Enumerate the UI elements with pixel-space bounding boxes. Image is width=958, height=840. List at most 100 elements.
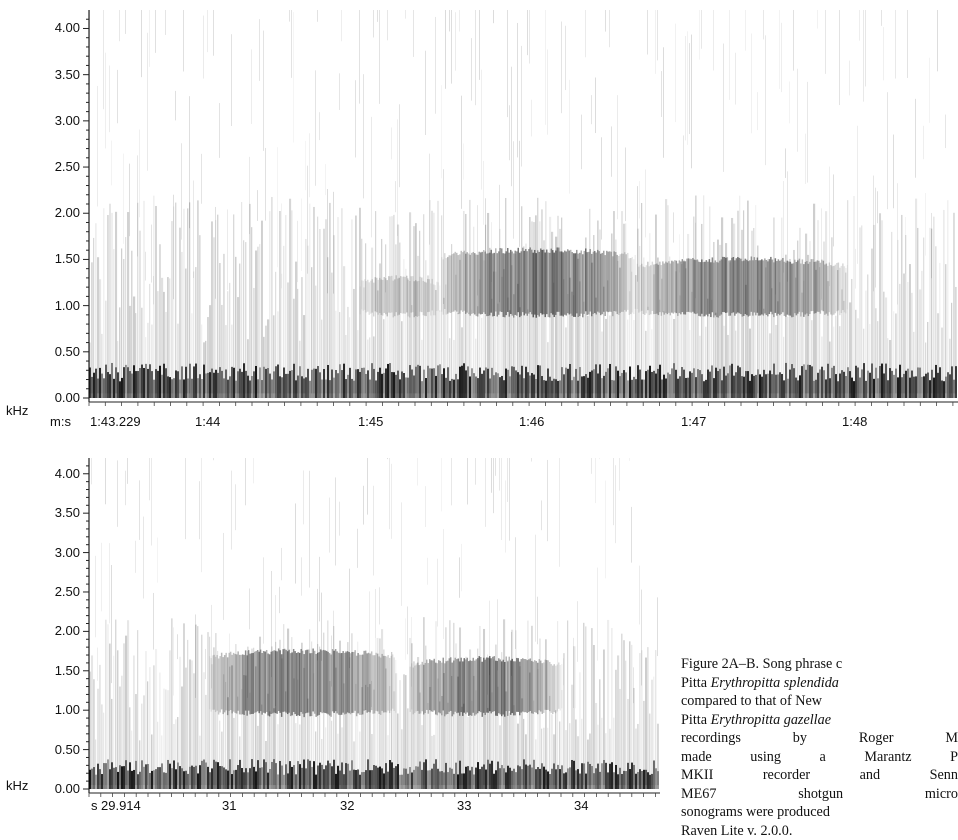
low-frequency-band bbox=[359, 775, 361, 789]
noise-streak bbox=[511, 67, 512, 186]
song-note bbox=[423, 665, 425, 715]
low-frequency-band bbox=[743, 377, 745, 398]
noise-streak bbox=[213, 10, 214, 56]
song-note bbox=[339, 653, 341, 715]
song-note bbox=[270, 652, 272, 714]
noise-streak bbox=[119, 10, 120, 41]
caption-line: Raven Lite v. 2.0.0. bbox=[681, 822, 958, 840]
song-note bbox=[824, 264, 826, 314]
song-note bbox=[341, 653, 343, 715]
noise-streak bbox=[509, 105, 510, 160]
low-frequency-band bbox=[135, 371, 137, 398]
noise-streak bbox=[493, 458, 494, 513]
noise-streak bbox=[131, 251, 133, 394]
song-note bbox=[356, 656, 358, 717]
song-note bbox=[844, 266, 846, 312]
low-frequency-band bbox=[135, 761, 137, 789]
song-note bbox=[576, 250, 578, 313]
song-note bbox=[390, 276, 392, 313]
noise-streak bbox=[849, 61, 850, 96]
low-frequency-band bbox=[355, 369, 357, 398]
low-frequency-band bbox=[691, 373, 693, 398]
song-note bbox=[429, 659, 431, 710]
song-note bbox=[383, 656, 385, 713]
noise-streak bbox=[285, 215, 286, 393]
song-note bbox=[766, 260, 768, 315]
low-frequency-band bbox=[107, 759, 109, 789]
low-frequency-band bbox=[875, 368, 877, 398]
low-frequency-band bbox=[267, 773, 269, 789]
song-note bbox=[293, 649, 295, 712]
low-frequency-band bbox=[213, 373, 215, 398]
song-note bbox=[446, 661, 448, 714]
low-frequency-band bbox=[161, 763, 163, 789]
low-frequency-band bbox=[417, 767, 419, 789]
low-frequency-band bbox=[429, 770, 431, 789]
song-note bbox=[453, 660, 455, 714]
song-note bbox=[288, 650, 290, 713]
noise-streak bbox=[657, 10, 658, 60]
noise-streak bbox=[475, 458, 476, 485]
song-note bbox=[420, 664, 422, 713]
low-frequency-band bbox=[143, 767, 145, 789]
song-note bbox=[495, 661, 497, 716]
noise-streak bbox=[115, 212, 117, 394]
noise-streak bbox=[325, 219, 327, 393]
low-frequency-band bbox=[501, 765, 503, 789]
noise-streak bbox=[153, 665, 155, 785]
noise-streak bbox=[599, 679, 600, 785]
low-frequency-band bbox=[131, 374, 133, 398]
song-note bbox=[530, 247, 532, 312]
song-note bbox=[222, 657, 224, 714]
song-note bbox=[519, 253, 521, 317]
noise-streak bbox=[117, 650, 118, 785]
low-frequency-band bbox=[341, 762, 343, 789]
noise-streak bbox=[897, 183, 898, 304]
low-frequency-band bbox=[461, 773, 463, 789]
noise-streak bbox=[673, 212, 674, 242]
figure-caption: Figure 2A–B. Song phrase c Pitta Erythro… bbox=[681, 655, 958, 840]
low-frequency-band bbox=[779, 372, 781, 398]
low-frequency-band bbox=[115, 367, 117, 398]
noise-streak bbox=[235, 257, 236, 394]
low-frequency-band bbox=[223, 767, 225, 789]
noise-streak bbox=[629, 458, 630, 461]
song-note bbox=[509, 657, 511, 711]
low-frequency-band bbox=[225, 369, 227, 398]
low-frequency-band bbox=[275, 366, 277, 398]
song-note bbox=[430, 283, 432, 315]
song-note bbox=[773, 262, 775, 317]
noise-streak bbox=[151, 458, 152, 546]
song-note bbox=[284, 649, 286, 712]
low-frequency-band bbox=[943, 381, 945, 398]
low-frequency-band bbox=[269, 769, 271, 789]
song-note bbox=[459, 661, 461, 715]
low-frequency-band bbox=[851, 378, 853, 398]
noise-streak bbox=[647, 647, 649, 785]
song-note bbox=[551, 664, 553, 713]
song-note bbox=[432, 279, 434, 311]
low-frequency-band bbox=[253, 371, 255, 398]
low-frequency-band bbox=[219, 367, 221, 398]
song-note bbox=[606, 251, 608, 312]
low-frequency-band bbox=[477, 378, 479, 398]
noise-streak bbox=[619, 458, 620, 491]
low-frequency-band bbox=[529, 376, 531, 398]
low-frequency-band bbox=[361, 368, 363, 398]
song-note bbox=[802, 259, 804, 312]
low-frequency-band bbox=[433, 368, 435, 398]
song-note bbox=[697, 259, 699, 313]
low-frequency-band bbox=[773, 364, 775, 398]
low-frequency-band bbox=[515, 772, 517, 789]
low-frequency-band bbox=[625, 771, 627, 789]
low-frequency-band bbox=[739, 367, 741, 398]
low-frequency-band bbox=[631, 380, 633, 398]
noise-streak bbox=[251, 49, 252, 124]
noise-streak bbox=[195, 614, 196, 697]
low-frequency-band bbox=[577, 381, 579, 398]
song-note bbox=[585, 248, 587, 311]
low-frequency-band bbox=[753, 376, 755, 398]
low-frequency-band bbox=[431, 769, 433, 789]
low-frequency-band bbox=[175, 370, 177, 398]
